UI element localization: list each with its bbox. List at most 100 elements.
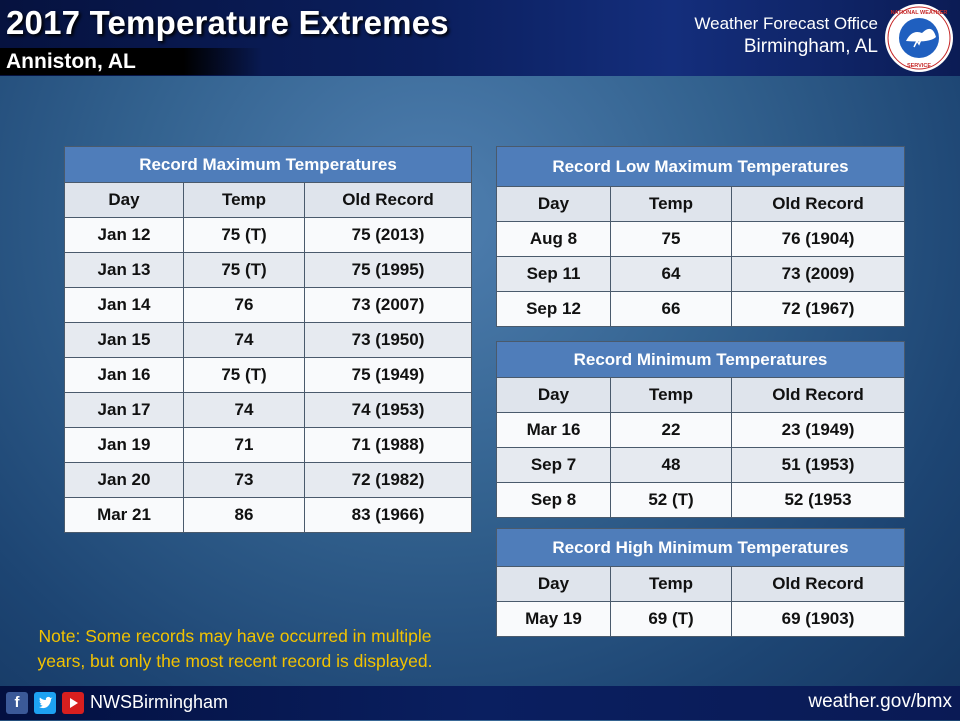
temp-cell: 22: [610, 412, 732, 448]
record-low-max-title: Record Low Maximum Temperatures: [496, 146, 905, 187]
col-temp-header: Temp: [183, 182, 305, 218]
day-cell: Jan 12: [64, 217, 184, 253]
note-line-2: years, but only the most recent record i…: [37, 651, 433, 671]
record-min-table: Record Minimum Temperatures Day Temp Old…: [496, 341, 905, 518]
office-name: Weather Forecast Office: [694, 14, 878, 33]
table-row: Mar 16 22 23 (1949): [496, 412, 905, 448]
old-record-cell: 73 (1950): [304, 322, 472, 358]
location-bar: [0, 48, 262, 75]
day-cell: Jan 17: [64, 392, 184, 428]
table-row: May 19 69 (T) 69 (1903): [496, 601, 905, 637]
table-row: Jan 19 71 71 (1988): [64, 427, 472, 463]
facebook-icon[interactable]: f: [6, 692, 28, 714]
old-record-cell: 23 (1949): [731, 412, 905, 448]
page-title: 2017 Temperature Extremes: [6, 4, 449, 41]
footer-bar: [0, 686, 960, 720]
col-day-header: Day: [496, 186, 611, 222]
table-row: Mar 21 86 83 (1966): [64, 497, 472, 533]
day-cell: Mar 16: [496, 412, 611, 448]
day-cell: Sep 8: [496, 482, 611, 518]
table-row: Sep 11 64 73 (2009): [496, 256, 905, 292]
old-record-cell: 75 (1995): [304, 252, 472, 288]
record-min-title: Record Minimum Temperatures: [496, 341, 905, 378]
old-record-cell: 69 (1903): [731, 601, 905, 637]
old-record-cell: 73 (2007): [304, 287, 472, 323]
table-row: Jan 14 76 73 (2007): [64, 287, 472, 323]
table-row: Sep 7 48 51 (1953): [496, 447, 905, 483]
table-row: Sep 8 52 (T) 52 (1953: [496, 482, 905, 518]
col-temp-header: Temp: [610, 566, 732, 602]
temp-cell: 64: [610, 256, 732, 292]
temp-cell: 75 (T): [183, 252, 305, 288]
record-high-min-table: Record High Minimum Temperatures Day Tem…: [496, 528, 905, 637]
nws-logo-icon: NATIONAL WEATHER SERVICE: [885, 4, 953, 72]
social-handle[interactable]: NWSBirmingham: [90, 692, 229, 712]
col-day-header: Day: [496, 377, 611, 413]
day-cell: Sep 11: [496, 256, 611, 292]
day-cell: Sep 12: [496, 291, 611, 327]
day-cell: Jan 13: [64, 252, 184, 288]
old-record-cell: 76 (1904): [731, 221, 905, 257]
day-cell: May 19: [496, 601, 611, 637]
website-link[interactable]: weather.gov/bmx: [808, 691, 952, 712]
temp-cell: 66: [610, 291, 732, 327]
day-cell: Jan 16: [64, 357, 184, 393]
svg-text:NATIONAL WEATHER: NATIONAL WEATHER: [891, 10, 948, 16]
note-line-1: Note: Some records may have occurred in …: [38, 626, 432, 646]
temp-cell: 75 (T): [183, 357, 305, 393]
table-row: Jan 15 74 73 (1950): [64, 322, 472, 358]
old-record-cell: 74 (1953): [304, 392, 472, 428]
table-row: Sep 12 66 72 (1967): [496, 291, 905, 327]
col-old-record-header: Old Record: [304, 182, 472, 218]
record-low-max-table: Record Low Maximum Temperatures Day Temp…: [496, 146, 905, 327]
twitter-icon[interactable]: [34, 692, 56, 714]
day-cell: Sep 7: [496, 447, 611, 483]
old-record-cell: 72 (1967): [731, 291, 905, 327]
temp-cell: 76: [183, 287, 305, 323]
col-old-record-header: Old Record: [731, 377, 905, 413]
col-temp-header: Temp: [610, 377, 732, 413]
temp-cell: 71: [183, 427, 305, 463]
day-cell: Jan 20: [64, 462, 184, 498]
records-note: Note: Some records may have occurred in …: [10, 624, 460, 674]
temp-cell: 48: [610, 447, 732, 483]
col-day-header: Day: [64, 182, 184, 218]
temp-cell: 86: [183, 497, 305, 533]
col-old-record-header: Old Record: [731, 566, 905, 602]
temp-cell: 73: [183, 462, 305, 498]
old-record-cell: 75 (1949): [304, 357, 472, 393]
day-cell: Jan 14: [64, 287, 184, 323]
col-day-header: Day: [496, 566, 611, 602]
old-record-cell: 83 (1966): [304, 497, 472, 533]
old-record-cell: 52 (1953: [731, 482, 905, 518]
temp-cell: 75 (T): [183, 217, 305, 253]
location-label: Anniston, AL: [6, 50, 136, 73]
temp-cell: 74: [183, 392, 305, 428]
day-cell: Aug 8: [496, 221, 611, 257]
record-max-title: Record Maximum Temperatures: [64, 146, 472, 183]
old-record-cell: 75 (2013): [304, 217, 472, 253]
youtube-icon[interactable]: [62, 692, 84, 714]
table-row: Aug 8 75 76 (1904): [496, 221, 905, 257]
temp-cell: 74: [183, 322, 305, 358]
day-cell: Jan 15: [64, 322, 184, 358]
day-cell: Jan 19: [64, 427, 184, 463]
office-location: Birmingham, AL: [743, 36, 878, 57]
old-record-cell: 72 (1982): [304, 462, 472, 498]
table-row: Jan 17 74 74 (1953): [64, 392, 472, 428]
old-record-cell: 51 (1953): [731, 447, 905, 483]
temp-cell: 69 (T): [610, 601, 732, 637]
temp-cell: 75: [610, 221, 732, 257]
table-row: Jan 16 75 (T) 75 (1949): [64, 357, 472, 393]
table-row: Jan 12 75 (T) 75 (2013): [64, 217, 472, 253]
record-high-min-title: Record High Minimum Temperatures: [496, 528, 905, 567]
table-row: Jan 20 73 72 (1982): [64, 462, 472, 498]
col-temp-header: Temp: [610, 186, 732, 222]
col-old-record-header: Old Record: [731, 186, 905, 222]
temp-cell: 52 (T): [610, 482, 732, 518]
record-max-table: Record Maximum Temperatures Day Temp Old…: [64, 146, 472, 533]
old-record-cell: 73 (2009): [731, 256, 905, 292]
table-row: Jan 13 75 (T) 75 (1995): [64, 252, 472, 288]
svg-text:SERVICE: SERVICE: [907, 63, 931, 69]
old-record-cell: 71 (1988): [304, 427, 472, 463]
